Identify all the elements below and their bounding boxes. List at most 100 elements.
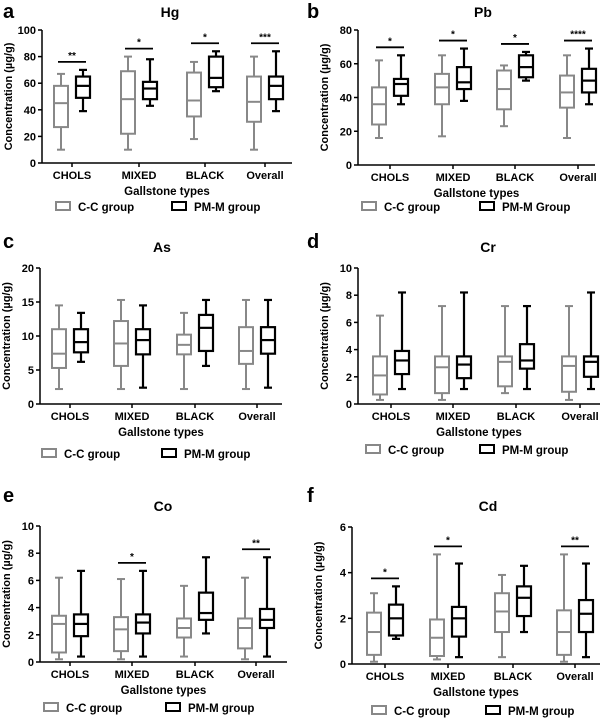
box-iqr [371,86,387,126]
x-tick-label: Overall [238,411,275,423]
significance-label: ** [571,535,579,546]
significance-label: * [137,38,141,49]
box-cc-overall [561,305,577,401]
box-iqr [497,355,513,388]
panel-d: d Cr 0 2 4 6 8 10 Concentration (µg/g) CHOLS MIXED… [307,231,600,457]
y-tick-label: 6 [340,522,346,534]
y-tick-label: 40 [340,93,352,105]
box-cc-mixed [113,298,129,391]
x-axis-label: Gallstone types [121,685,207,697]
panel-letter: f [307,485,314,507]
legend-label: C-C group [78,202,134,214]
box-iqr [455,66,473,91]
legend-swatch-cc [41,448,57,458]
x-tick-label: Overall [561,411,598,423]
significance-label: * [203,32,207,43]
box-pm-chols [72,311,90,363]
box-cc-black [494,573,510,659]
box-iqr [518,343,536,370]
box-pm-mixed [450,562,468,659]
legend-label: C-C group [394,706,450,718]
box-iqr [267,75,285,101]
legend-label: PM-M group [188,703,254,715]
panel-letter: d [307,231,319,253]
box-iqr [434,355,450,395]
x-axis-label: Gallstone types [434,188,520,200]
panel-b: b Pb 0 20 40 60 80 Concentration (µg/g) CHOLS MIX… [307,1,598,214]
significance-label: ** [68,51,76,62]
panel-f: f Cd 0 2 4 6 Concentration (µg/g) CHOLS MIXED BLA… [307,485,600,718]
y-tick-label: 6 [28,575,34,587]
panel-letter: e [3,485,14,507]
box-cc-mixed [434,305,450,401]
y-tick-label: 0 [346,160,352,172]
panel-letter: a [3,1,15,23]
significance-label: *** [259,32,271,43]
box-iqr [197,313,215,353]
significance-label: * [446,535,450,546]
x-tick-label: MIXED [122,170,157,182]
box-pm-overall [259,298,277,389]
box-pm-black [207,50,225,93]
legend-swatch-pm [485,705,501,715]
box-pm-black [197,298,215,368]
y-tick-label: 100 [18,25,36,37]
legend-swatch-cc [55,201,71,211]
panel-title: Pb [474,4,492,20]
box-iqr [582,355,600,378]
box-iqr [246,75,262,123]
significance-label: * [130,552,134,563]
box-pm-mixed [134,569,152,658]
significance-label: **** [570,30,586,41]
x-axis-label: Gallstone types [124,186,210,198]
box-pm-overall [577,562,595,659]
panel-title: Cr [480,239,496,255]
y-tick-label: 6 [346,317,352,329]
box-pm-chols [387,585,405,640]
y-tick-label: 20 [22,263,34,275]
legend-label: PM-M group [184,449,250,461]
x-tick-label: Overall [559,172,596,184]
y-tick-label: 2 [28,630,34,642]
x-tick-label: Overall [246,170,283,182]
y-axis-label: Concentration (µg/g) [313,541,325,649]
panel-title: Cd [479,498,498,514]
y-tick-label: 40 [24,105,36,117]
y-tick-label: 0 [30,158,36,170]
legend-label: C-C group [64,449,120,461]
box-iqr [74,75,92,99]
y-tick-label: 15 [22,297,34,309]
box-pm-black [197,556,215,635]
box-iqr [207,55,225,89]
box-iqr [258,607,276,630]
x-tick-label: MIXED [431,671,466,683]
y-tick-label: 0 [346,399,352,411]
box-iqr [113,616,129,653]
box-cc-black [176,311,192,391]
box-pm-overall [258,556,276,658]
box-iqr [561,355,577,393]
legend-swatch-pm [171,201,187,211]
box-iqr [51,328,67,369]
y-tick-label: 4 [340,568,347,580]
y-tick-label: 10 [22,331,34,343]
box-pm-chols [74,68,92,113]
box-cc-chols [372,314,388,401]
y-tick-label: 20 [24,131,36,143]
box-iqr [134,328,152,356]
x-axis-label: Gallstone types [118,427,204,439]
significance-label: * [451,30,455,41]
legend-swatch-cc [365,444,381,454]
box-pm-mixed [455,291,473,391]
box-cc-black [176,584,192,658]
panel-letter: c [3,231,14,253]
box-iqr [186,71,202,118]
box-iqr [72,613,90,638]
y-tick-label: 0 [28,399,34,411]
x-tick-label: MIXED [436,411,471,423]
legend-label: C-C group [388,445,444,457]
y-axis-label: Concentration (µg/g) [319,282,331,390]
box-cc-mixed [113,578,129,661]
box-iqr [53,84,69,129]
y-tick-label: 80 [340,25,352,37]
